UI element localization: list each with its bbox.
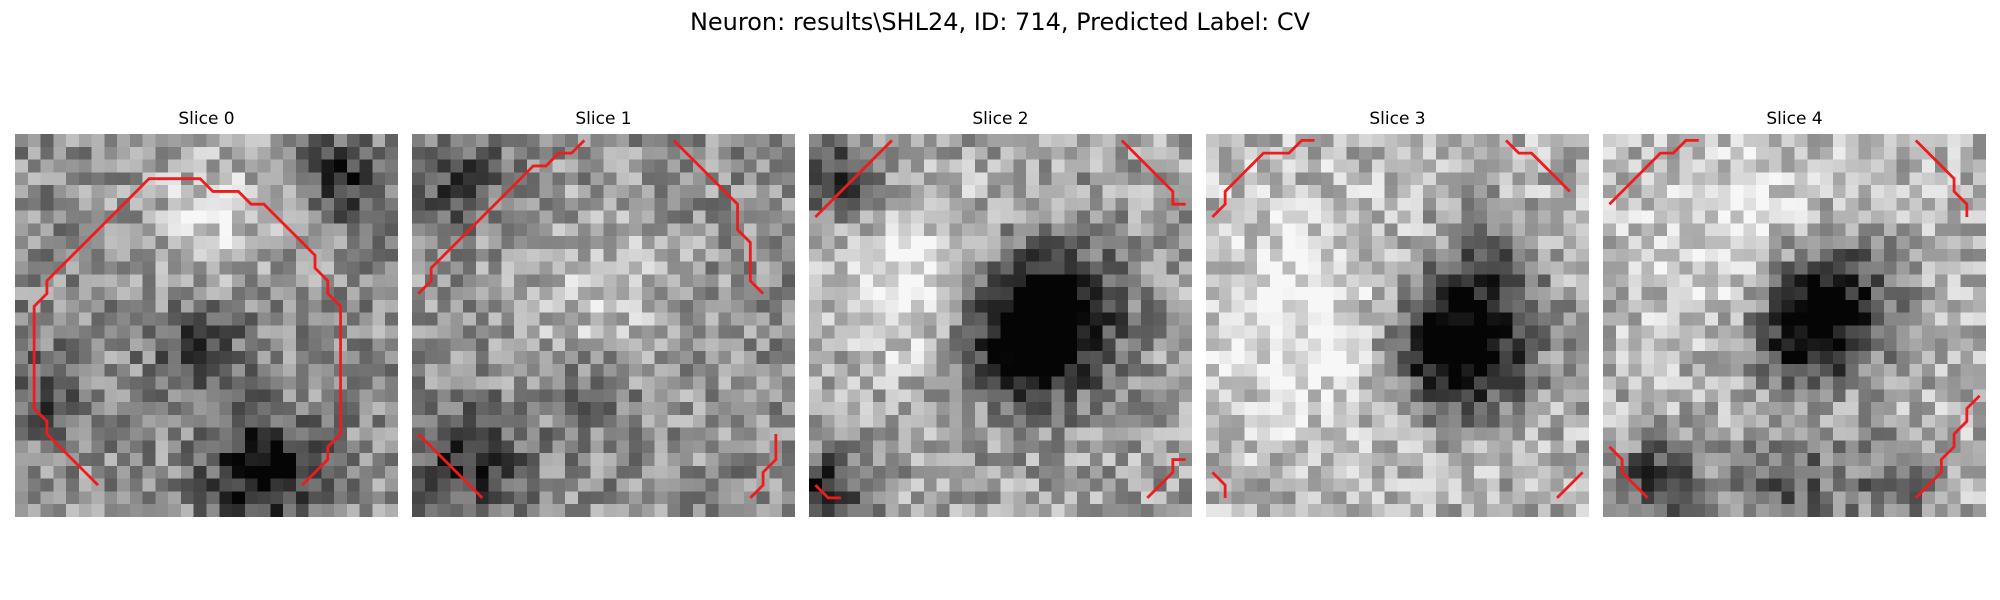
contour-line-3 (749, 434, 778, 499)
contour-line-3 (1914, 394, 1981, 499)
contour-line-2 (417, 433, 484, 499)
contour-line-1 (1505, 139, 1571, 193)
pixel-grid (1603, 134, 1986, 517)
slice-image-0 (15, 134, 398, 517)
contour-line-1 (672, 139, 765, 295)
slice-image-4 (1603, 134, 1986, 517)
slice-image-2 (809, 134, 1192, 517)
figure-title: Neuron: results\SHL24, ID: 714, Predicte… (689, 8, 1311, 36)
pixel-grid (15, 134, 398, 517)
slice-image-3 (1206, 134, 1589, 517)
contour-line-1 (1120, 139, 1186, 206)
slice-image-1 (412, 134, 795, 517)
contour-line-0 (814, 139, 893, 218)
pixel-grid (1206, 134, 1589, 517)
contour-line-3 (1146, 458, 1186, 499)
pixel-grid (412, 134, 795, 517)
pixel-grid (809, 134, 1192, 517)
slice-title-0: Slice 0 (178, 109, 235, 129)
contour-line-2 (814, 484, 841, 500)
contour-line-1 (1914, 139, 1969, 217)
slice-title-4: Slice 4 (1766, 109, 1823, 129)
slice-title-3: Slice 3 (1369, 109, 1426, 129)
contour-line-3 (1556, 471, 1584, 499)
slice-title-2: Slice 2 (972, 109, 1029, 129)
contour-line-0 (1608, 138, 1699, 206)
contour-line-2 (1608, 445, 1649, 499)
contour-line-0 (32, 177, 342, 487)
contour-line-0 (1211, 138, 1315, 218)
contour-line-2 (1211, 471, 1227, 498)
contour-line-0 (417, 139, 586, 295)
slice-title-1: Slice 1 (575, 109, 632, 129)
